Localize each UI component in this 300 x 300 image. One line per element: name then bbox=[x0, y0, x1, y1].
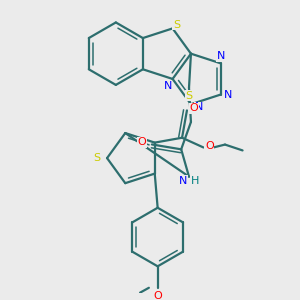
Text: O: O bbox=[205, 140, 214, 151]
Text: S: S bbox=[94, 153, 101, 163]
Text: H: H bbox=[191, 176, 199, 186]
Text: S: S bbox=[185, 91, 193, 100]
Text: O: O bbox=[153, 291, 162, 300]
Text: N: N bbox=[179, 176, 187, 186]
Text: O: O bbox=[189, 103, 198, 113]
Text: N: N bbox=[217, 52, 225, 61]
Text: N: N bbox=[164, 81, 172, 91]
Text: S: S bbox=[173, 20, 180, 29]
Text: N: N bbox=[224, 90, 232, 100]
Text: N: N bbox=[195, 102, 203, 112]
Text: O: O bbox=[138, 137, 146, 148]
